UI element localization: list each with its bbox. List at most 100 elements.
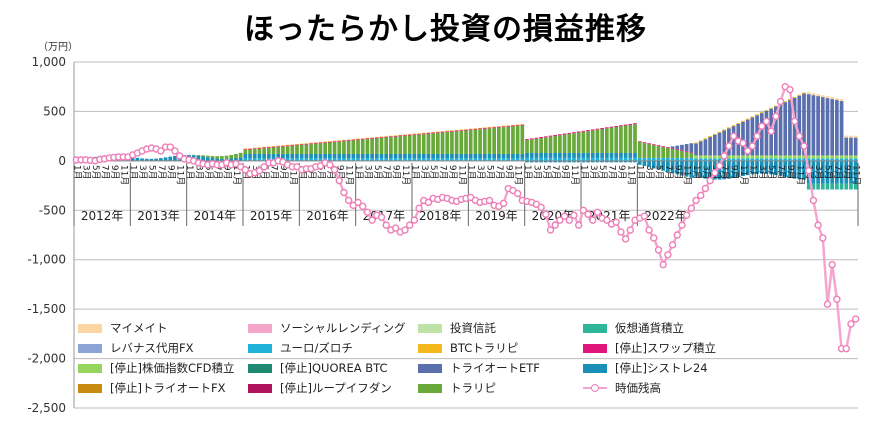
bar-segment <box>567 157 572 161</box>
legend-label: トライオートETF <box>450 361 540 375</box>
bar-segment <box>586 160 590 163</box>
bar-segment <box>722 158 727 161</box>
x-month-label: 3月 <box>757 165 768 180</box>
bar-segment <box>389 137 393 154</box>
bar-segment <box>661 157 666 161</box>
bar-segment <box>595 160 600 163</box>
bar-segment <box>459 130 464 154</box>
bar-segment <box>619 152 623 158</box>
bar-segment <box>501 158 506 161</box>
legend-swatch <box>583 363 607 373</box>
data-point <box>823 300 832 308</box>
data-point <box>828 260 836 269</box>
bar-segment <box>628 157 633 161</box>
bar-segment <box>468 158 473 161</box>
bar-segment <box>802 155 806 159</box>
bar-segment <box>257 148 262 154</box>
bar-segment <box>647 143 651 145</box>
bar-segment <box>360 139 365 154</box>
bar-segment <box>637 141 642 143</box>
y-tick-label: 0 <box>58 154 66 168</box>
bar-segment <box>328 141 332 142</box>
bar-segment <box>464 158 468 161</box>
bar-segment <box>468 130 473 154</box>
legend-label: [停止]トライオートFX <box>110 381 226 395</box>
bar-segment <box>703 138 708 140</box>
bar-segment <box>670 148 675 158</box>
bar-segment <box>642 142 647 144</box>
data-point <box>786 85 794 94</box>
data-point <box>621 235 630 243</box>
bar-segment <box>421 133 426 135</box>
data-point <box>758 122 766 130</box>
x-month-label: 7月 <box>494 165 505 180</box>
bar-segment <box>788 158 792 161</box>
x-month-label: 1月 <box>184 165 195 180</box>
x-month-label: 11月 <box>682 165 693 185</box>
bar-segment <box>806 92 811 95</box>
bar-segment <box>417 133 421 134</box>
bar-segment <box>830 97 835 100</box>
bar-segment <box>703 160 708 179</box>
bar-segment <box>144 158 149 161</box>
bar-segment <box>309 153 313 159</box>
bar-segment <box>802 92 806 94</box>
bar-segment <box>506 153 511 159</box>
bar-segment <box>576 157 581 161</box>
data-point <box>359 202 367 211</box>
bar-segment <box>745 158 750 161</box>
bar-segment <box>431 158 435 161</box>
legend-swatch <box>78 343 102 353</box>
bar-segment <box>694 160 698 177</box>
bar-segment <box>365 139 370 154</box>
bar-segment <box>539 157 543 161</box>
bar-segment <box>816 160 820 184</box>
bar-segment <box>511 124 515 126</box>
x-month-label: 1月 <box>747 165 758 180</box>
bar-segment <box>572 133 576 153</box>
x-month-label: 1月 <box>71 165 82 180</box>
legend-line-marker <box>583 383 607 393</box>
data-point <box>166 143 174 151</box>
bar-segment <box>595 129 600 153</box>
bar-segment <box>332 141 337 143</box>
x-month-label: 5月 <box>484 165 495 180</box>
bar-segment <box>759 158 764 161</box>
bar-segment <box>604 160 609 163</box>
bar-segment <box>196 155 201 156</box>
bar-segment <box>802 160 806 180</box>
bar-segment <box>797 155 802 159</box>
bar-segment <box>482 128 487 154</box>
bar-segment <box>154 158 159 161</box>
legend-swatch <box>248 343 272 353</box>
bar-segment <box>548 157 553 161</box>
data-point <box>603 216 611 224</box>
bar-segment <box>426 132 431 133</box>
bar-segment <box>252 153 257 159</box>
bar-segment <box>712 158 717 161</box>
bar-segment <box>459 158 464 161</box>
x-month-label: 11月 <box>513 165 524 185</box>
bar-segment <box>764 110 769 156</box>
bar-segment <box>328 158 332 161</box>
data-point <box>546 226 555 234</box>
bar-segment <box>257 147 262 149</box>
bar-segment <box>651 157 656 161</box>
bar-segment <box>285 146 290 154</box>
bar-segment <box>684 160 689 177</box>
bar-segment <box>356 153 360 159</box>
bar-segment <box>783 102 788 156</box>
data-point <box>363 208 372 216</box>
bar-segment <box>525 157 529 161</box>
bar-segment <box>722 160 727 180</box>
bar-segment <box>482 127 487 129</box>
bar-segment <box>473 129 478 154</box>
bar-segment <box>290 144 295 146</box>
bar-segment <box>238 157 243 161</box>
bar-segment <box>651 160 656 169</box>
bar-segment <box>346 158 351 161</box>
x-month-label: 9月 <box>503 165 514 180</box>
bar-segment <box>243 149 248 154</box>
bar-segment <box>830 99 835 156</box>
bar-segment <box>773 155 778 159</box>
